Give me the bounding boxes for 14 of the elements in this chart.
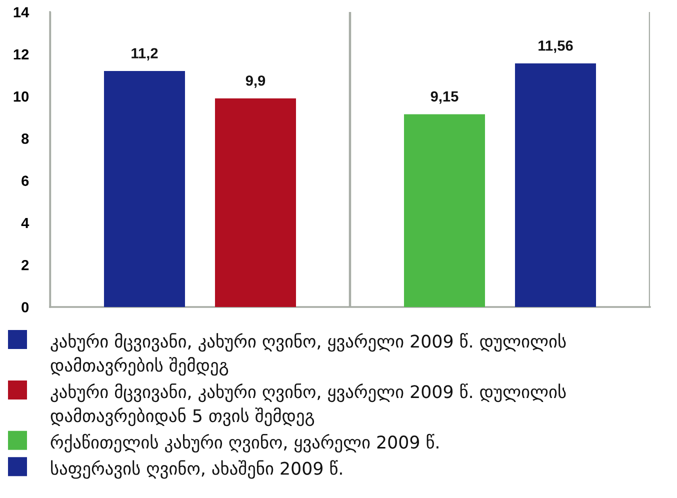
legend-label: რქაწითელის კახური ღვინო, ყვარელი 2009 წ. bbox=[50, 434, 438, 453]
y-tick-label: 14 bbox=[14, 7, 30, 18]
y-tick-label: 10 bbox=[14, 91, 29, 102]
y-tick-label: 6 bbox=[22, 176, 29, 186]
y-tick-label: 2 bbox=[22, 260, 29, 270]
y-tick-label: 8 bbox=[22, 134, 29, 144]
data-label: 11,2 bbox=[132, 48, 158, 61]
y-tick-label: 0 bbox=[22, 302, 29, 312]
data-label: 9,15 bbox=[430, 91, 458, 104]
data-label: 9,9 bbox=[246, 75, 266, 88]
legend-label: საფერავის ღვინო, ახაშენი 2009 წ. bbox=[51, 460, 342, 479]
y-tick-label: 12 bbox=[14, 49, 29, 60]
y-tick-label: 4 bbox=[21, 218, 30, 228]
data-label: 11,56 bbox=[538, 40, 573, 53]
